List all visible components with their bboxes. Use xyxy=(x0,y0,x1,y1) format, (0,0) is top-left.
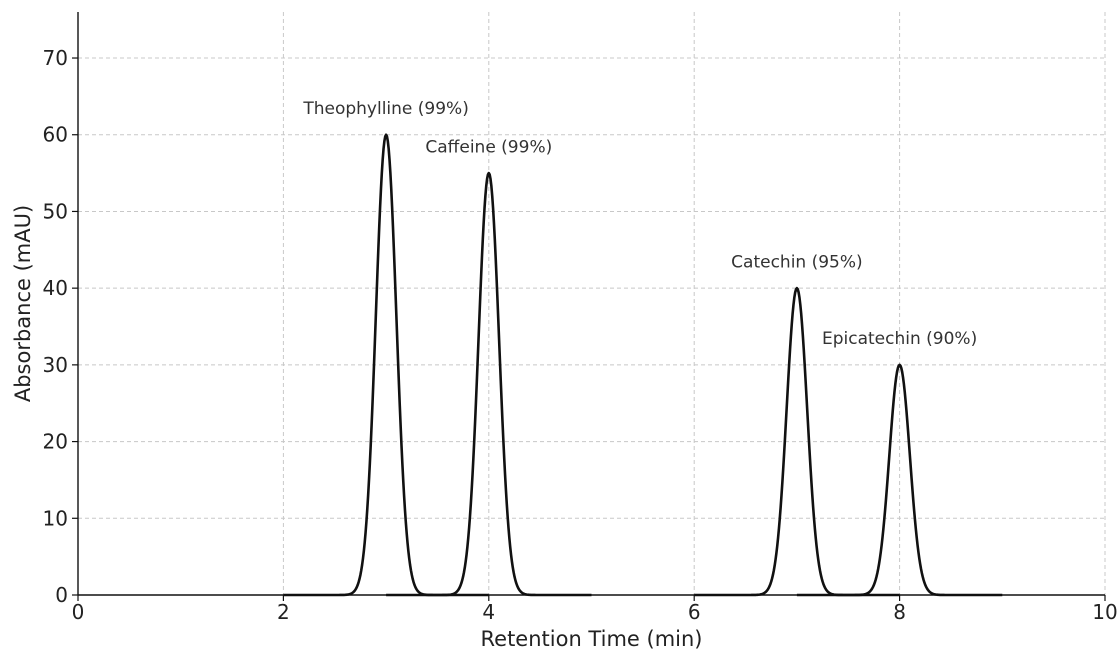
y-tick-label: 70 xyxy=(43,46,68,70)
y-tick-label: 20 xyxy=(43,430,68,454)
x-axis-title: Retention Time (min) xyxy=(481,627,703,651)
x-tick-label: 2 xyxy=(277,600,290,624)
x-tick-label: 4 xyxy=(482,600,495,624)
y-tick-label: 50 xyxy=(43,199,68,223)
y-tick-label: 10 xyxy=(43,506,68,530)
x-tick-label: 8 xyxy=(893,600,906,624)
peak-label-4: Epicatechin (90%) xyxy=(822,329,977,349)
peak-label-2: Caffeine (99%) xyxy=(425,137,552,157)
y-tick-label: 0 xyxy=(55,583,68,607)
peak-label-1: Theophylline (99%) xyxy=(302,99,469,119)
peak-label-3: Catechin (95%) xyxy=(731,252,862,272)
x-tick-label: 10 xyxy=(1092,600,1117,624)
axes xyxy=(72,12,1106,601)
x-tick-label: 0 xyxy=(72,600,85,624)
y-tick-label: 30 xyxy=(43,353,68,377)
y-axis-title: Absorbance (mAU) xyxy=(11,205,35,402)
grid-lines xyxy=(78,12,1106,595)
chromatogram-traces xyxy=(282,133,1003,597)
tick-labels: 0 2 4 6 8 10 0 10 20 30 40 50 60 70 xyxy=(43,46,1118,624)
y-tick-label: 60 xyxy=(43,123,68,147)
x-tick-label: 6 xyxy=(688,600,701,624)
y-tick-label: 40 xyxy=(43,276,68,300)
peak-labels: Theophylline (99%) Caffeine (99%) Catechin… xyxy=(302,99,977,349)
